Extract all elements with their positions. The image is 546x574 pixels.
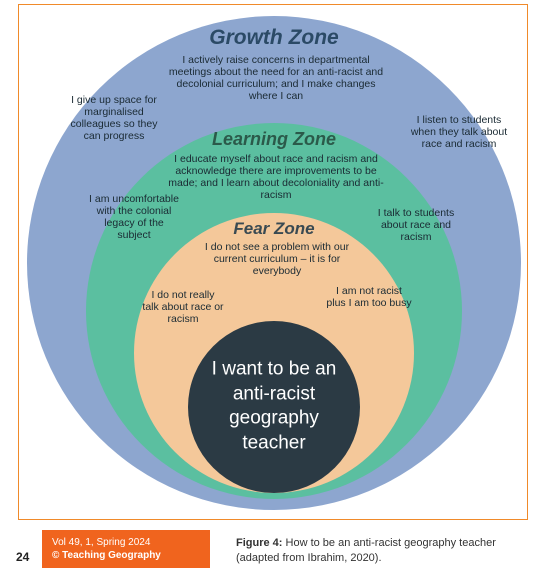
fear-note: I do not really talk about race or racis… bbox=[142, 289, 224, 325]
core-circle: I want to be an anti-racist geography te… bbox=[188, 321, 360, 493]
zones-diagram: Growth Zone I actively raise concerns in … bbox=[27, 13, 521, 513]
caption-label: Figure 4: bbox=[236, 537, 282, 549]
badge-copyright: © Teaching Geography bbox=[52, 549, 200, 562]
journal-badge: Vol 49, 1, Spring 2024 © Teaching Geogra… bbox=[42, 530, 210, 568]
growth-note: I actively raise concerns in departmenta… bbox=[163, 54, 389, 102]
badge-issue: Vol 49, 1, Spring 2024 bbox=[52, 536, 200, 549]
figure-frame: Growth Zone I actively raise concerns in … bbox=[18, 4, 528, 520]
page-number: 24 bbox=[16, 550, 29, 564]
page-footer: 24 Vol 49, 1, Spring 2024 © Teaching Geo… bbox=[0, 526, 546, 574]
fear-note: I do not see a problem with our current … bbox=[202, 241, 352, 277]
fear-note: I am not racist plus I am too busy bbox=[326, 285, 412, 309]
learning-note: I educate myself about race and racism a… bbox=[164, 153, 388, 201]
core-statement: I want to be an anti-racist geography te… bbox=[188, 358, 360, 457]
learning-zone-label: Learning Zone bbox=[86, 129, 462, 150]
growth-zone-label: Growth Zone bbox=[27, 26, 521, 50]
figure-caption: Figure 4: How to be an anti-racist geogr… bbox=[236, 536, 528, 566]
fear-zone-label: Fear Zone bbox=[134, 219, 414, 239]
